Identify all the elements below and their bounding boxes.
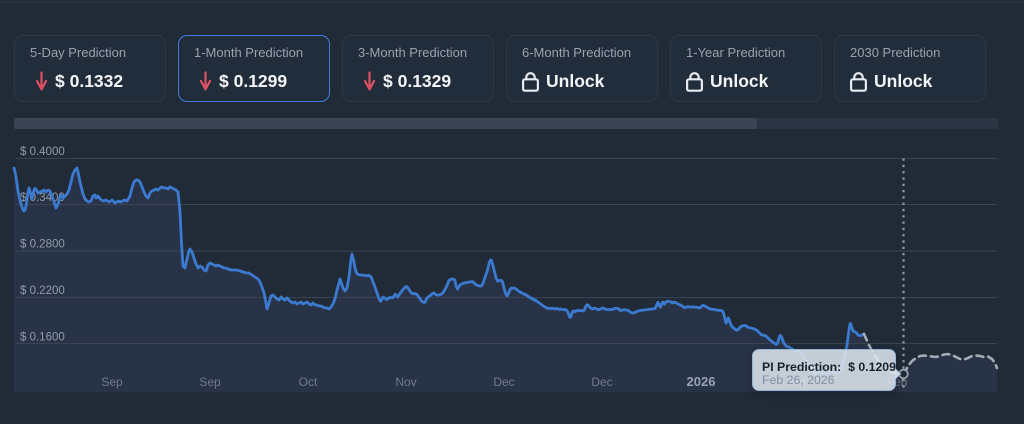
svg-text:Nov: Nov bbox=[395, 375, 416, 389]
svg-text:2026: 2026 bbox=[687, 374, 716, 389]
svg-text:Sep: Sep bbox=[101, 375, 123, 389]
svg-text:Dec: Dec bbox=[591, 375, 612, 389]
svg-text:$ 0.1600: $ 0.1600 bbox=[20, 332, 65, 344]
svg-text:$ 0.4000: $ 0.4000 bbox=[20, 146, 65, 158]
svg-text:Dec: Dec bbox=[493, 375, 514, 389]
svg-text:Sep: Sep bbox=[199, 375, 221, 389]
svg-text:$ 0.2800: $ 0.2800 bbox=[20, 239, 65, 251]
svg-text:Oct: Oct bbox=[299, 375, 318, 389]
svg-text:$ 0.2200: $ 0.2200 bbox=[20, 285, 65, 297]
